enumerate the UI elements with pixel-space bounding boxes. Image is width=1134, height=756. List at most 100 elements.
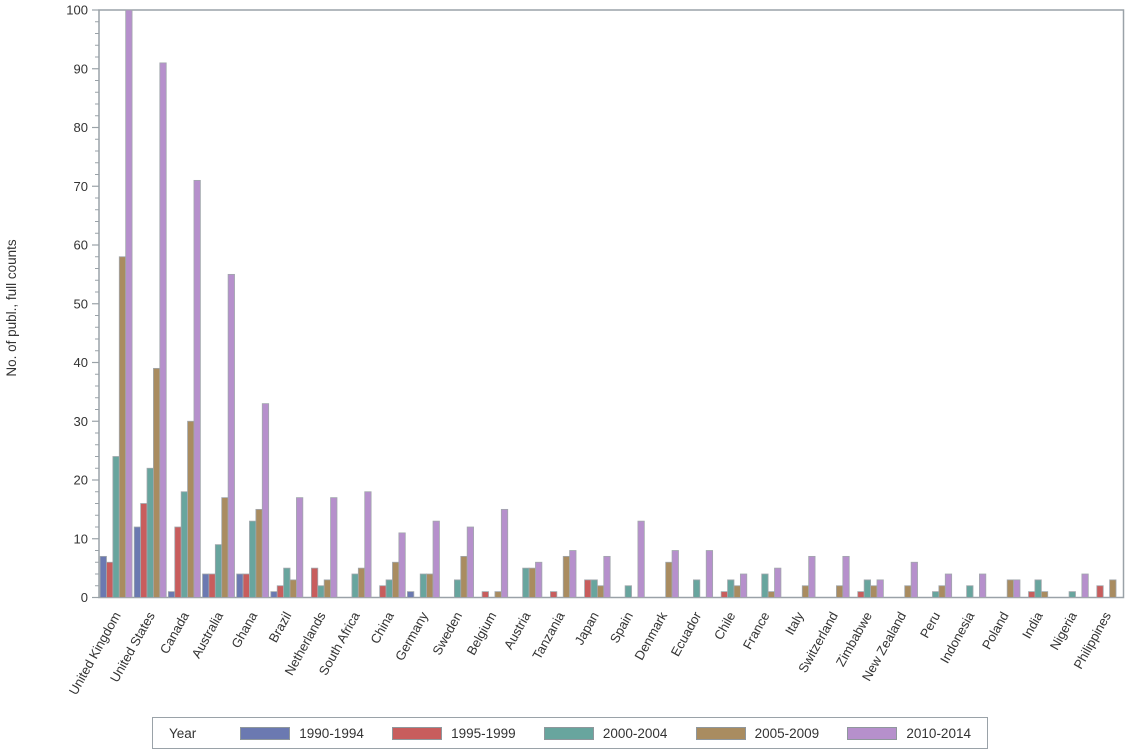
x-axis-label: Australia: [189, 609, 227, 661]
bar-chart-plot: No. of publ., full counts 0 10 20 30 40 50 60 7…: [4, 3, 1125, 697]
bar-2005-2009-canada: [187, 420, 195, 598]
bar-2005-2009-chile: [733, 585, 741, 598]
bar-2010-2014-canada: [193, 179, 201, 598]
y-axis-tick-label: 80: [74, 120, 88, 135]
bar-2005-2009-south-africa: [357, 567, 366, 598]
x-axis-label: Brazil: [266, 609, 295, 645]
bar-2005-2009-new-zealand: [904, 585, 912, 598]
bar-2000-2004-united-states: [146, 467, 154, 598]
x-axis-label: China: [367, 609, 397, 647]
bar-2010-2014-switzerland: [842, 555, 850, 598]
bar-2010-2014-spain: [637, 520, 645, 598]
bar-1990-1994-united-states: [133, 526, 142, 598]
x-axis-label: Japan: [572, 609, 602, 647]
y-axis-tick-label: 40: [74, 355, 88, 370]
bar-2005-2009-denmark: [665, 561, 673, 598]
legend-item: 2005-2009: [695, 726, 819, 741]
bar-1995-1999-zimbabwe: [857, 591, 865, 598]
bar-2010-2014-austria: [535, 561, 543, 598]
bar-2005-2009-ghana: [255, 508, 263, 598]
bar-1995-1999-india: [1028, 591, 1036, 598]
legend-item-label: 2010-2014: [906, 725, 971, 741]
plot-frame: [98, 9, 1125, 599]
bar-1990-1994-germany: [407, 591, 415, 598]
bar-2000-2004-canada: [180, 491, 188, 598]
bar-2000-2004-united-kingdom: [112, 456, 120, 598]
bar-2005-2009-italy: [801, 585, 810, 598]
bar-2000-2004-ghana: [249, 520, 257, 598]
bar-2005-2009-austria: [528, 567, 536, 598]
bar-2000-2004-indonesia: [966, 585, 974, 598]
bar-2005-2009-australia: [221, 497, 229, 598]
legend-item-label: 1995-1999: [451, 725, 516, 741]
bar-2000-2004-india: [1034, 579, 1042, 598]
legend-swatch-icon: [240, 726, 291, 740]
bar-1995-1999-canada: [174, 526, 182, 598]
bar-1990-1994-brazil: [270, 591, 278, 598]
bar-2005-2009-india: [1040, 591, 1049, 598]
bar-2010-2014-chile: [739, 573, 748, 598]
legend-item: 1995-1999: [392, 726, 516, 741]
x-axis-label: Germany: [392, 609, 431, 663]
bar-1995-1999-tanzania: [550, 591, 558, 598]
bar-2005-2009-france: [767, 591, 775, 598]
x-axis-label: Denmark: [631, 609, 670, 663]
y-axis-title: No. of publ., full counts: [4, 239, 19, 377]
bar-2010-2014-zimbabwe: [876, 579, 884, 598]
bar-2000-2004-france: [761, 573, 769, 598]
bar-2005-2009-zimbabwe: [870, 585, 878, 598]
bar-2000-2004-china: [385, 579, 393, 598]
legend-swatch-icon: [847, 726, 898, 740]
bar-2010-2014-australia: [227, 273, 235, 598]
bar-2005-2009-switzerland: [836, 585, 844, 598]
bar-2000-2004-austria: [522, 567, 530, 598]
legend-item-label: 1990-1994: [299, 725, 364, 741]
bar-2005-2009-poland: [1006, 579, 1014, 598]
bar-2005-2009-netherlands: [323, 579, 331, 598]
x-axis-label: France: [740, 609, 773, 652]
x-axis-label: Tanzania: [529, 609, 568, 662]
legend-swatch-icon: [392, 726, 443, 740]
bar-2000-2004-ecuador: [693, 579, 701, 598]
y-axis-tick-label: 70: [74, 179, 88, 194]
x-axis-label: Italy: [782, 609, 807, 638]
bar-2010-2014-belgium: [500, 508, 509, 598]
bar-2000-2004-peru: [932, 591, 940, 598]
y-axis-tick-label: 50: [74, 296, 88, 311]
x-axis-label: Indonesia: [937, 609, 978, 666]
bar-2010-2014-indonesia: [979, 573, 987, 598]
bar-2005-2009-belgium: [494, 591, 502, 598]
bar-2005-2009-united-states: [153, 367, 161, 598]
bar-2005-2009-germany: [426, 573, 434, 598]
legend-item: 1990-1994: [240, 726, 364, 741]
bar-2005-2009-peru: [938, 585, 946, 598]
bar-2000-2004-australia: [214, 544, 223, 598]
bar-2000-2004-japan: [590, 579, 598, 598]
bar-2000-2004-brazil: [283, 567, 291, 598]
bar-2000-2004-spain: [624, 585, 632, 598]
x-axis-label: Austria: [501, 609, 534, 652]
bar-1995-1999-netherlands: [310, 567, 319, 598]
bar-1990-1994-australia: [202, 573, 210, 598]
x-axis-label: Ecuador: [668, 609, 705, 659]
bar-2010-2014-sweden: [466, 526, 474, 598]
x-axis-label: Nigeria: [1047, 609, 1080, 653]
y-axis-tick-label: 0: [81, 590, 88, 605]
bar-2000-2004-netherlands: [317, 585, 325, 598]
x-axis-label: Belgium: [463, 609, 499, 657]
bar-2005-2009-sweden: [460, 555, 468, 598]
bar-1995-1999-china: [379, 585, 387, 598]
bar-2005-2009-china: [392, 561, 400, 598]
bar-2005-2009-japan: [596, 585, 605, 598]
y-axis-tick-label: 20: [74, 473, 88, 488]
bar-2010-2014-china: [398, 532, 406, 598]
legend-swatch-icon: [695, 726, 746, 740]
bar-1995-1999-ghana: [242, 573, 250, 598]
x-axis-label: Chile: [711, 609, 738, 642]
bar-2010-2014-nigeria: [1081, 573, 1089, 598]
bar-1995-1999-belgium: [481, 591, 489, 598]
bar-1990-1994-united-kingdom: [99, 555, 107, 598]
bar-2000-2004-germany: [419, 573, 428, 598]
bar-1995-1999-philippines: [1096, 585, 1104, 598]
y-axis-tick-label: 60: [74, 238, 88, 253]
